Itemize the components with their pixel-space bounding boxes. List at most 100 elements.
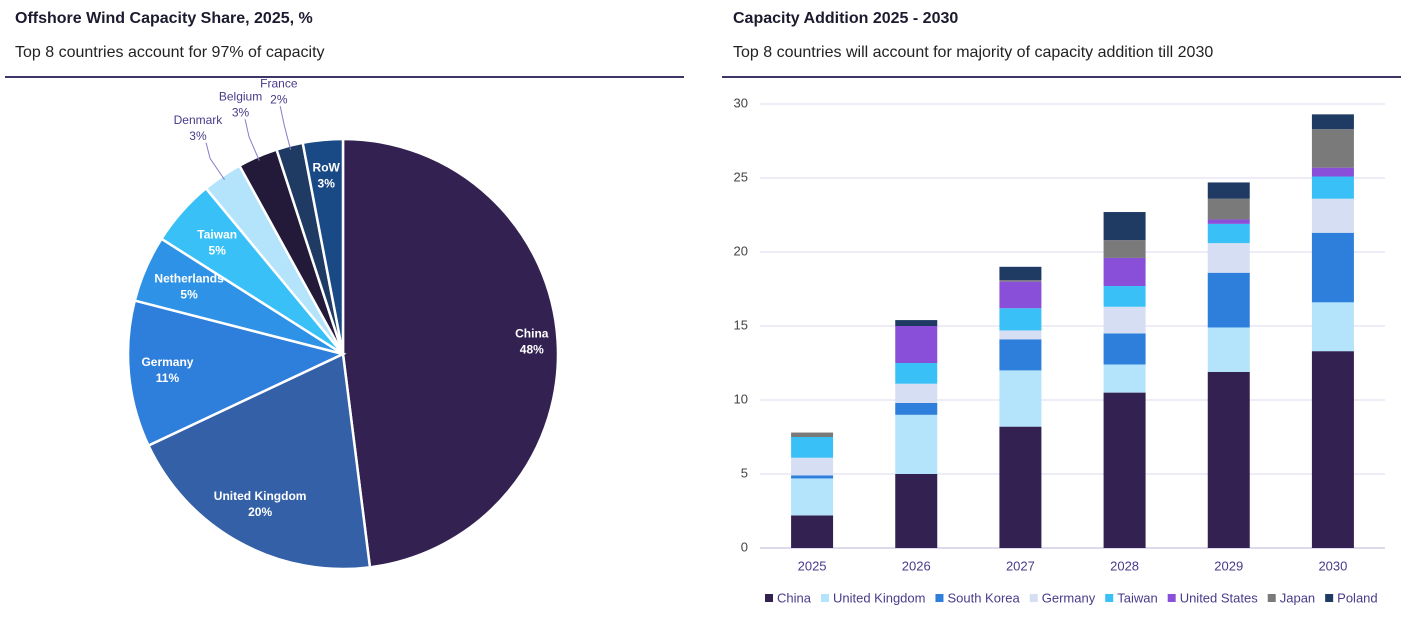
slice-value-label: 5%: [180, 288, 198, 302]
legend-swatch: [1267, 594, 1276, 602]
chart-title: Offshore Wind Capacity Share, 2025, %: [15, 10, 313, 27]
bar-segment: [1311, 129, 1354, 168]
legend-label: Taiwan: [1117, 590, 1157, 605]
x-tick-label: 2025: [798, 558, 827, 573]
bar-segment: [895, 383, 938, 403]
bar-segment: [895, 474, 938, 548]
pie-slice: [301, 137, 345, 355]
slice-label: France: [260, 76, 298, 90]
slice-label: Germany: [141, 355, 193, 369]
bar-segment: [1311, 114, 1354, 130]
bar-segment: [999, 281, 1042, 309]
legend-swatch: [1167, 594, 1176, 602]
bar-segment: [1311, 302, 1354, 352]
bar-segment: [1311, 198, 1354, 233]
bar-segment: [1207, 198, 1250, 220]
leader-line: [279, 106, 292, 151]
slice-value-label: 3%: [318, 177, 336, 191]
y-tick-label: 15: [734, 317, 748, 332]
bar-segment: [1103, 306, 1146, 334]
legend-swatch: [765, 594, 773, 602]
legend-label: United Kingdom: [833, 590, 926, 605]
bar-segment: [1207, 272, 1250, 328]
bar-segment: [1207, 327, 1250, 372]
bar-segment: [1103, 392, 1146, 548]
bar-segment: [999, 266, 1042, 281]
legend-label: South Korea: [947, 590, 1020, 605]
pie-slice: [126, 299, 347, 448]
slice-label: Belgium: [219, 89, 262, 103]
legend-swatch: [1105, 594, 1114, 602]
legend-label: Japan: [1280, 590, 1315, 605]
bar-segment: [1207, 182, 1250, 199]
slice-label: RoW: [313, 161, 341, 175]
bar-segment: [895, 414, 938, 474]
bar-segment: [999, 426, 1042, 548]
bar-segment: [1311, 351, 1354, 548]
y-tick-label: 20: [734, 243, 748, 258]
bar-segment: [1207, 223, 1250, 244]
x-tick-label: 2026: [902, 558, 931, 573]
chart-subtitle: Top 8 countries account for 97% of capac…: [15, 44, 325, 61]
slice-label: United Kingdom: [214, 489, 307, 503]
bar-segment: [1311, 167, 1354, 177]
legend-swatch: [1325, 594, 1334, 602]
y-tick-label: 30: [734, 95, 748, 110]
pie-slice: [146, 352, 372, 571]
chart-subtitle: Top 8 countries will account for majorit…: [733, 44, 1213, 61]
slice-value-label: 3%: [189, 129, 207, 143]
bar-segment: [1311, 232, 1354, 303]
bar-segment: [791, 437, 834, 458]
bar-segment: [1311, 176, 1354, 199]
bar-segment: [791, 478, 834, 516]
legend-label: Poland: [1337, 590, 1377, 605]
legend-swatch: [935, 594, 944, 602]
bar-segment: [1207, 371, 1250, 548]
bar-segment: [1103, 333, 1146, 365]
legend-label: Germany: [1042, 590, 1096, 605]
bar-segment: [1103, 364, 1146, 393]
bar-segment: [791, 432, 834, 437]
slice-label: Netherlands: [154, 272, 224, 286]
bar-segment: [895, 402, 938, 415]
bar-segment: [1103, 286, 1146, 307]
slice-value-label: 20%: [248, 505, 272, 519]
bar-segment: [895, 320, 938, 326]
slice-value-label: 48%: [520, 342, 544, 356]
bar-segment: [999, 330, 1042, 340]
x-tick-label: 2030: [1318, 558, 1347, 573]
legend-label: United States: [1180, 590, 1259, 605]
slice-value-label: 2%: [270, 92, 288, 106]
bar-segment: [1103, 212, 1146, 241]
y-tick-label: 25: [734, 169, 748, 184]
bar-segment: [999, 339, 1042, 371]
bar-segment: [999, 370, 1042, 427]
bar-segment: [895, 326, 938, 363]
x-tick-label: 2027: [1006, 558, 1035, 573]
slice-value-label: 11%: [156, 371, 180, 385]
slice-label: China: [515, 326, 549, 340]
legend-label: China: [777, 590, 812, 605]
bar-segment: [1207, 243, 1250, 273]
pie-slice: [341, 137, 560, 569]
bar-segment: [791, 457, 834, 476]
slice-label: Denmark: [174, 113, 224, 127]
bar-segment: [791, 515, 834, 548]
bar-segment: [999, 280, 1042, 282]
y-tick-label: 10: [734, 391, 748, 406]
bar-segment: [895, 363, 938, 384]
bar-segment: [1103, 240, 1146, 258]
bar-segment: [791, 475, 834, 479]
leader-line: [244, 119, 260, 161]
slice-value-label: 3%: [232, 105, 250, 119]
bar-segment: [1103, 257, 1146, 287]
bar-segment: [1207, 219, 1250, 224]
y-tick-label: 0: [741, 539, 748, 554]
chart-title: Capacity Addition 2025 - 2030: [733, 10, 958, 27]
leader-line: [205, 142, 225, 181]
slice-label: Taiwan: [197, 227, 237, 241]
legend-swatch: [1029, 594, 1038, 602]
x-tick-label: 2028: [1110, 558, 1139, 573]
x-tick-label: 2029: [1214, 558, 1243, 573]
